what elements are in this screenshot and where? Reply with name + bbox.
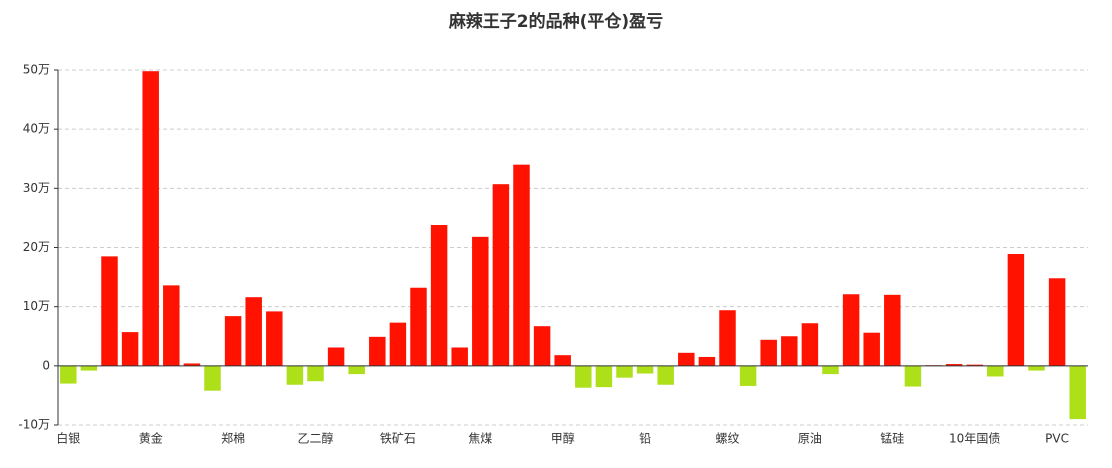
bar (286, 365, 304, 385)
bar (1069, 365, 1086, 420)
bar (595, 365, 613, 388)
bar (142, 71, 159, 366)
y-tick-label: 0 (42, 358, 50, 372)
bar (698, 356, 716, 366)
bar (822, 365, 839, 375)
x-tick-label: 10年国债 (949, 432, 1000, 446)
bar (863, 332, 880, 366)
bar (739, 365, 757, 386)
bar (451, 347, 468, 366)
bar (369, 336, 386, 366)
y-tick-label: 30万 (23, 181, 50, 195)
bar (60, 365, 77, 384)
bar (1048, 278, 1066, 366)
bar (1028, 365, 1045, 371)
bar (945, 364, 963, 366)
x-tick-label: 原油 (798, 432, 822, 446)
bar (884, 294, 901, 366)
bar (904, 365, 922, 387)
bar (80, 365, 98, 371)
bar (121, 332, 139, 366)
x-tick-label: 螺纹 (715, 432, 739, 446)
bar (575, 365, 592, 388)
x-tick-label: 锰硅 (880, 431, 904, 446)
bar (204, 365, 221, 391)
bar (513, 164, 530, 366)
bar (533, 326, 551, 366)
bar (410, 287, 427, 366)
bar (657, 365, 674, 385)
bar (307, 365, 324, 382)
y-tick-label: -10万 (18, 418, 50, 432)
bar (966, 364, 983, 366)
x-tick-label: PVC (1045, 432, 1069, 446)
bar (616, 365, 633, 378)
bar (183, 363, 201, 366)
bar (492, 184, 510, 366)
x-tick-label: 铁矿石 (380, 432, 416, 446)
bar (636, 365, 654, 374)
bar (224, 316, 242, 366)
bar (327, 347, 345, 366)
y-tick-label: 40万 (23, 122, 50, 136)
x-tick-label: 白银 (56, 431, 80, 446)
bar (719, 310, 736, 366)
bar (801, 323, 819, 366)
bar (389, 322, 407, 366)
y-tick-label: 20万 (23, 240, 50, 254)
bar (430, 225, 448, 366)
bar (245, 297, 262, 366)
bar (554, 355, 571, 366)
bar (472, 236, 489, 366)
x-tick-label: 黄金 (139, 431, 163, 446)
x-tick-label: 焦煤 (468, 432, 492, 446)
bar (1007, 254, 1025, 366)
y-tick-label: 50万 (23, 63, 50, 77)
bar (781, 336, 798, 366)
bar (101, 256, 118, 366)
bar (163, 285, 180, 366)
y-tick-label: 10万 (23, 299, 50, 313)
bar (760, 339, 777, 366)
bar (348, 365, 365, 375)
x-tick-label: 乙二醇 (297, 431, 333, 446)
chart-title: 麻辣王子2的品种(平仓)盈亏 (448, 11, 663, 32)
bar (987, 365, 1004, 377)
x-tick-label: 郑棉 (221, 431, 245, 446)
x-tick-label: 铅 (639, 432, 651, 446)
bar (842, 294, 860, 366)
bar (678, 352, 695, 366)
bar (266, 311, 283, 366)
x-tick-label: 甲醇 (551, 431, 575, 446)
